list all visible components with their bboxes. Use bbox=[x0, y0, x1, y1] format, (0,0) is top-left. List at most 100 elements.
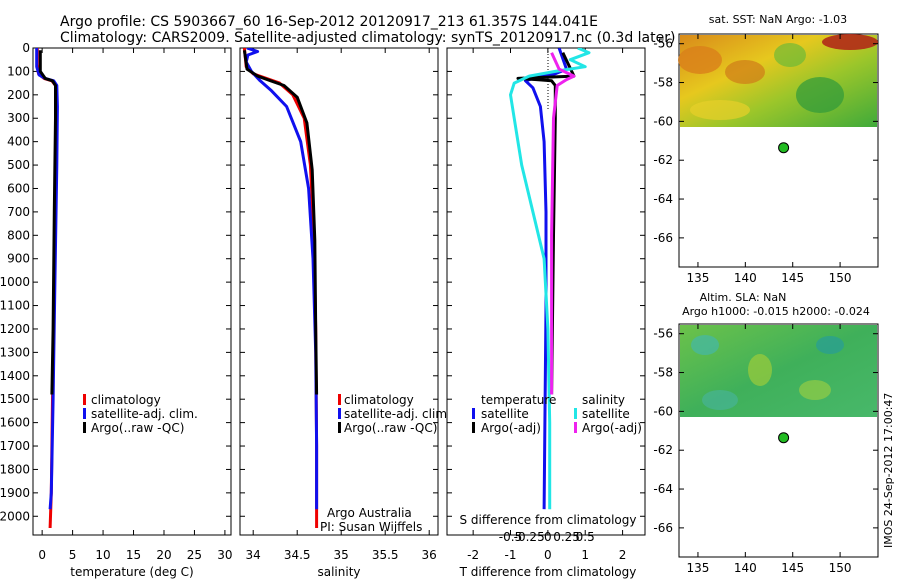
y-tick-label: 600 bbox=[7, 181, 30, 195]
y-tick-label: 900 bbox=[7, 252, 30, 266]
sla-map-y-axis: -56 -58 -60 -62 -64 -66 bbox=[653, 327, 878, 535]
legend-label-argo: Argo(..raw -QC) bbox=[91, 421, 184, 435]
y-tick-label: 1700 bbox=[0, 439, 30, 453]
y-tick-label: 1300 bbox=[0, 345, 30, 359]
sla-map-title: Altim. SLA: NaN bbox=[700, 291, 787, 304]
x-tick-label: 1 bbox=[581, 548, 589, 562]
legend-title-salinity: salinity bbox=[582, 393, 625, 407]
difference-legend: temperature salinity satellite Argo(-adj… bbox=[472, 393, 642, 435]
header-title-line1: Argo profile: CS 5903667_60 16-Sep-2012 … bbox=[60, 14, 598, 30]
y-tick-label: 1500 bbox=[0, 392, 30, 406]
y-tick-label: -66 bbox=[653, 231, 673, 245]
salinity-xlabel: salinity bbox=[317, 565, 360, 579]
top-tick-label: -0.5 bbox=[499, 530, 522, 544]
difference-s-axis: -0.5-0.25 0 0.250.5 bbox=[499, 530, 595, 544]
legend-swatch-t-argo bbox=[472, 422, 475, 433]
sst-map-y-axis: -56 -58 -60 -62 -64 -66 bbox=[653, 37, 878, 245]
x-tick-label: 20 bbox=[156, 548, 171, 562]
x-tick-label: 145 bbox=[781, 271, 804, 285]
x-tick-label: 10 bbox=[95, 548, 110, 562]
temperature-axes-frame bbox=[32, 47, 232, 536]
top-tick-label: -0.25 bbox=[514, 530, 545, 544]
salinity-panel: 34 34.5 35 35.5 36 salinity climatology sate… bbox=[239, 47, 451, 579]
legend-label-climatology: climatology bbox=[91, 393, 161, 407]
x-tick-label: 0 bbox=[38, 548, 46, 562]
x-tick-label: 135 bbox=[686, 561, 709, 575]
header-title-line2: Climatology: CARS2009. Satellite-adjuste… bbox=[60, 30, 675, 46]
top-tick-label: 0 bbox=[544, 530, 552, 544]
difference-t-xlabel: T difference from climatology bbox=[459, 565, 637, 579]
legend-swatch-s-argo bbox=[574, 422, 577, 433]
sst-map-panel: sat. SST: NaN Argo: -1.03 -56 -58 -60 -62 -6… bbox=[653, 13, 879, 285]
y-tick-label: -60 bbox=[653, 404, 673, 418]
sst-cool-patch bbox=[796, 77, 844, 113]
x-tick-label: 35 bbox=[334, 548, 349, 562]
top-tick-label: 0.25 bbox=[553, 530, 580, 544]
legend-label-s-argo: Argo(-adj) bbox=[582, 421, 642, 435]
sst-cool-patch bbox=[774, 43, 806, 67]
legend-label-climatology: climatology bbox=[344, 393, 414, 407]
difference-y-axis bbox=[447, 47, 645, 517]
y-tick-label: -64 bbox=[653, 482, 673, 496]
legend-swatch-t-satellite bbox=[472, 408, 475, 419]
x-tick-label: 140 bbox=[734, 561, 757, 575]
temperature-x-axis: 0 5 10 15 20 25 30 bbox=[38, 48, 233, 562]
y-tick-label: -60 bbox=[653, 114, 673, 128]
x-tick-label: 25 bbox=[187, 548, 202, 562]
y-tick-label: 1800 bbox=[0, 462, 30, 476]
series-line-t-satellite bbox=[524, 48, 568, 510]
sst-warm-patch bbox=[725, 60, 765, 84]
y-tick-label: 0 bbox=[22, 41, 30, 55]
x-tick-label: 145 bbox=[781, 561, 804, 575]
sla-patch bbox=[799, 380, 831, 400]
y-tick-label: 100 bbox=[7, 64, 30, 78]
y-tick-label: -62 bbox=[653, 153, 673, 167]
y-tick-label: 1400 bbox=[0, 369, 30, 383]
x-tick-label: -1 bbox=[505, 548, 517, 562]
argo-position-marker bbox=[778, 432, 790, 444]
imos-timestamp: IMOS 24-Sep-2012 17:00:47 bbox=[882, 393, 895, 548]
legend-swatch-s-satellite bbox=[574, 408, 577, 419]
y-tick-label: 500 bbox=[7, 158, 30, 172]
legend-swatch-satellite bbox=[338, 408, 341, 419]
x-tick-label: -2 bbox=[467, 548, 479, 562]
legend-label-satellite: satellite-adj. clim. bbox=[344, 407, 451, 421]
y-tick-label: 1900 bbox=[0, 486, 30, 500]
sst-map-title: sat. SST: NaN Argo: -1.03 bbox=[709, 13, 847, 26]
sst-heatmap bbox=[678, 34, 878, 127]
temperature-xlabel: temperature (deg C) bbox=[70, 565, 193, 579]
legend-label-argo: Argo(..raw -QC) bbox=[344, 421, 437, 435]
y-tick-label: 700 bbox=[7, 205, 30, 219]
legend-swatch-climatology bbox=[83, 394, 86, 405]
legend-label-t-satellite: satellite bbox=[481, 407, 529, 421]
x-tick-label: 30 bbox=[217, 548, 232, 562]
y-tick-label: -56 bbox=[653, 37, 673, 51]
argo-position-marker bbox=[778, 142, 790, 154]
y-tick-label: -58 bbox=[653, 366, 673, 380]
salinity-y-axis bbox=[240, 47, 438, 517]
sst-map-x-axis: 135 140 145 150 bbox=[686, 34, 852, 285]
x-tick-label: 135 bbox=[686, 271, 709, 285]
y-tick-label: -56 bbox=[653, 327, 673, 341]
salinity-x-axis: 34 34.5 35 35.5 36 bbox=[246, 48, 437, 562]
legend-label-s-satellite: satellite bbox=[582, 407, 630, 421]
sla-heatmap bbox=[680, 325, 877, 417]
legend-label-satellite: satellite-adj. clim. bbox=[91, 407, 198, 421]
series-line-t-argo-adj bbox=[516, 52, 576, 395]
y-tick-label: 2000 bbox=[0, 509, 30, 523]
legend-title-temperature: temperature bbox=[481, 393, 556, 407]
y-tick-label: 200 bbox=[7, 88, 30, 102]
series-line-s-satellite bbox=[509, 48, 591, 510]
salinity-legend: climatology satellite-adj. clim. Argo(..… bbox=[338, 393, 451, 435]
annotation-pi: PI: Susan Wijffels bbox=[320, 520, 422, 534]
x-tick-label: 140 bbox=[734, 271, 757, 285]
x-tick-label: 15 bbox=[126, 548, 141, 562]
salinity-series bbox=[242, 48, 319, 528]
sst-hot-patch bbox=[822, 34, 878, 50]
salinity-axes-frame bbox=[239, 47, 439, 536]
sla-map-subtitle: Argo h1000: -0.015 h2000: -0.024 bbox=[682, 305, 870, 318]
x-tick-label: 150 bbox=[829, 271, 852, 285]
y-tick-label: -62 bbox=[653, 443, 673, 457]
annotation-argo-australia: Argo Australia bbox=[327, 506, 412, 520]
